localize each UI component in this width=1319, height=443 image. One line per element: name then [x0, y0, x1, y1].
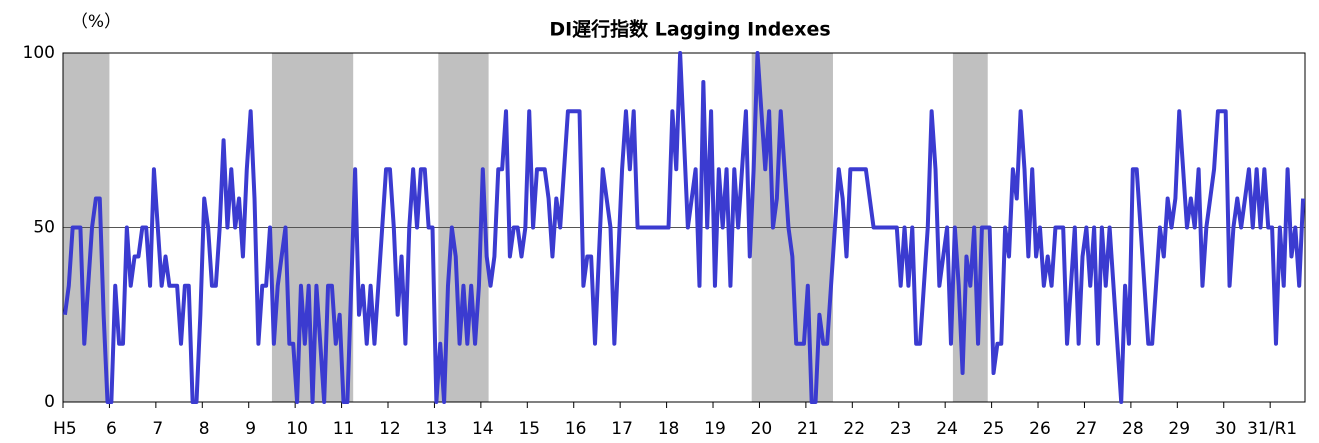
- x-tick-label: 20: [751, 419, 773, 439]
- x-tick-label: 28: [1122, 419, 1144, 439]
- x-tick-label: 30: [1215, 419, 1237, 439]
- x-tick-label: 16: [565, 419, 587, 439]
- y-axis-unit: （%）: [71, 12, 121, 32]
- y-tick-label: 50: [33, 218, 55, 238]
- x-tick-label: 26: [1029, 419, 1051, 439]
- x-tick-label: 15: [518, 419, 540, 439]
- x-tick-label: 7: [152, 419, 163, 439]
- x-tick-label: 31/R1: [1247, 419, 1297, 439]
- x-tick-label: H5: [53, 419, 77, 439]
- x-tick-label: 27: [1076, 419, 1098, 439]
- x-tick-label: 18: [658, 419, 680, 439]
- x-tick-label: 25: [983, 419, 1005, 439]
- x-tick-label: 10: [286, 419, 308, 439]
- x-tick-label: 21: [797, 419, 819, 439]
- y-tick-label: 0: [44, 392, 55, 412]
- x-tick-label: 23: [890, 419, 912, 439]
- x-tick-label: 24: [936, 419, 958, 439]
- x-tick-label: 9: [245, 419, 256, 439]
- plot-frame: [62, 52, 1306, 403]
- x-tick-label: 11: [333, 419, 355, 439]
- x-tick-label: 17: [611, 419, 633, 439]
- x-tick-label: 13: [426, 419, 448, 439]
- data-line: [62, 51, 1306, 404]
- x-tick-label: 22: [843, 419, 865, 439]
- chart-title: DI遅行指数 Lagging Indexes: [549, 18, 830, 41]
- x-tick-label: 14: [472, 419, 494, 439]
- x-tick-label: 12: [379, 419, 401, 439]
- x-tick-label: 19: [704, 419, 726, 439]
- x-tick-label: 8: [199, 419, 210, 439]
- x-tick-label: 29: [1168, 419, 1190, 439]
- x-tick-label: 6: [106, 419, 117, 439]
- y-tick-label: 100: [23, 43, 55, 63]
